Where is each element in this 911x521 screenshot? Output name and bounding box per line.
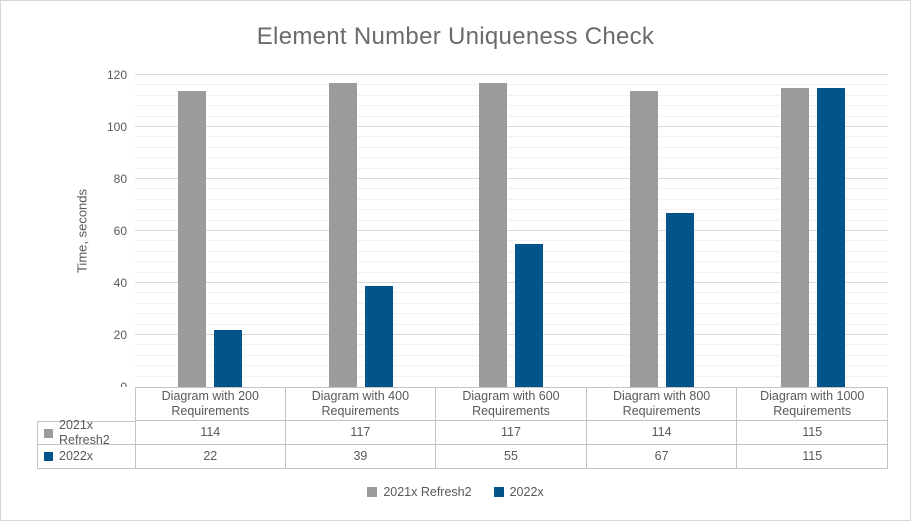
y-tick-label: 120	[106, 68, 127, 82]
series-name: 2022x	[59, 449, 94, 463]
category-bar-group	[436, 75, 587, 387]
minor-gridline	[135, 84, 888, 86]
y-tick-label: 60	[113, 224, 127, 238]
minor-gridline	[135, 344, 888, 346]
minor-gridline	[135, 115, 888, 117]
table-value-cell: 117	[436, 421, 587, 445]
table-value-cell: 22	[135, 445, 286, 469]
bar-2022x	[816, 88, 845, 387]
minor-gridline	[135, 146, 888, 148]
minor-gridline	[135, 157, 888, 159]
minor-gridline	[135, 188, 888, 190]
minor-gridline	[135, 105, 888, 107]
category-bar-group	[135, 75, 286, 387]
table-header-cell: Diagram with 600 Requirements	[436, 387, 587, 421]
minor-gridline	[135, 323, 888, 325]
bar-2021x-refresh2	[328, 82, 357, 387]
table-value-cell: 67	[586, 445, 738, 469]
table-value-cell: 114	[135, 421, 286, 445]
legend-key-icon	[44, 452, 53, 461]
minor-gridline	[135, 354, 888, 356]
minor-gridline	[135, 375, 888, 377]
table-value-cell: 114	[586, 421, 738, 445]
plot-area	[135, 74, 888, 387]
bar-2022x	[214, 329, 243, 387]
table-value-cell: 117	[285, 421, 437, 445]
y-tick-label: 40	[113, 276, 127, 290]
legend-key-icon	[367, 487, 378, 497]
minor-gridline	[135, 167, 888, 169]
legend-key-icon	[493, 487, 504, 497]
legend: 2021x Refresh2 2022x	[1, 485, 910, 499]
table-header-cell: Diagram with 1000 Requirements	[737, 387, 888, 421]
legend-label: 2021x Refresh2	[383, 485, 472, 499]
table-row-label-2021x-refresh2: 2021x Refresh2	[37, 418, 135, 447]
legend-item-2021x-refresh2: 2021x Refresh2	[367, 485, 472, 499]
table-row-label-2022x: 2022x	[37, 445, 135, 469]
minor-gridline	[135, 250, 888, 252]
table-value-cell: 39	[285, 445, 437, 469]
category-bar-group	[286, 75, 437, 387]
minor-gridline	[135, 219, 888, 221]
table-value-cell: 55	[436, 445, 587, 469]
data-table: Diagram with 200 Requirements Diagram wit…	[37, 387, 888, 469]
series-name: 2021x Refresh2	[59, 418, 110, 447]
table-header-cell: Diagram with 400 Requirements	[285, 387, 437, 421]
minor-gridline	[135, 271, 888, 273]
table-value-cell: 115	[737, 421, 888, 445]
minor-gridline	[135, 240, 888, 242]
minor-gridline	[135, 365, 888, 367]
y-tick-label: 100	[106, 120, 127, 134]
y-tick-label: 80	[113, 172, 127, 186]
bar-2022x	[666, 212, 695, 387]
minor-gridline	[135, 136, 888, 138]
major-gridline	[135, 178, 888, 179]
category-bar-group	[737, 75, 888, 387]
minor-gridline	[135, 261, 888, 263]
legend-label: 2022x	[509, 485, 544, 499]
table-value-cell: 115	[737, 445, 888, 469]
legend-key-icon	[44, 428, 53, 438]
legend-item-2022x: 2022x	[493, 485, 544, 499]
minor-gridline	[135, 313, 888, 315]
major-gridline	[135, 334, 888, 335]
bar-2021x-refresh2	[479, 82, 508, 387]
minor-gridline	[135, 94, 888, 96]
table-corner-cell	[37, 387, 135, 421]
major-gridline	[135, 74, 888, 75]
minor-gridline	[135, 302, 888, 304]
table-header-cell: Diagram with 800 Requirements	[586, 387, 738, 421]
bar-2021x-refresh2	[630, 90, 659, 387]
table-header-cell: Diagram with 200 Requirements	[135, 387, 286, 421]
major-gridline	[135, 126, 888, 127]
y-tick-label: 20	[113, 328, 127, 342]
minor-gridline	[135, 292, 888, 294]
major-gridline	[135, 282, 888, 283]
bar-2021x-refresh2	[780, 88, 809, 387]
category-bar-group	[587, 75, 738, 387]
bar-2022x	[515, 244, 544, 387]
minor-gridline	[135, 198, 888, 200]
chart-title: Element Number Uniqueness Check	[256, 23, 655, 50]
bar-2021x-refresh2	[178, 90, 207, 387]
bar-2022x	[364, 285, 393, 387]
major-gridline	[135, 230, 888, 231]
minor-gridline	[135, 209, 888, 211]
